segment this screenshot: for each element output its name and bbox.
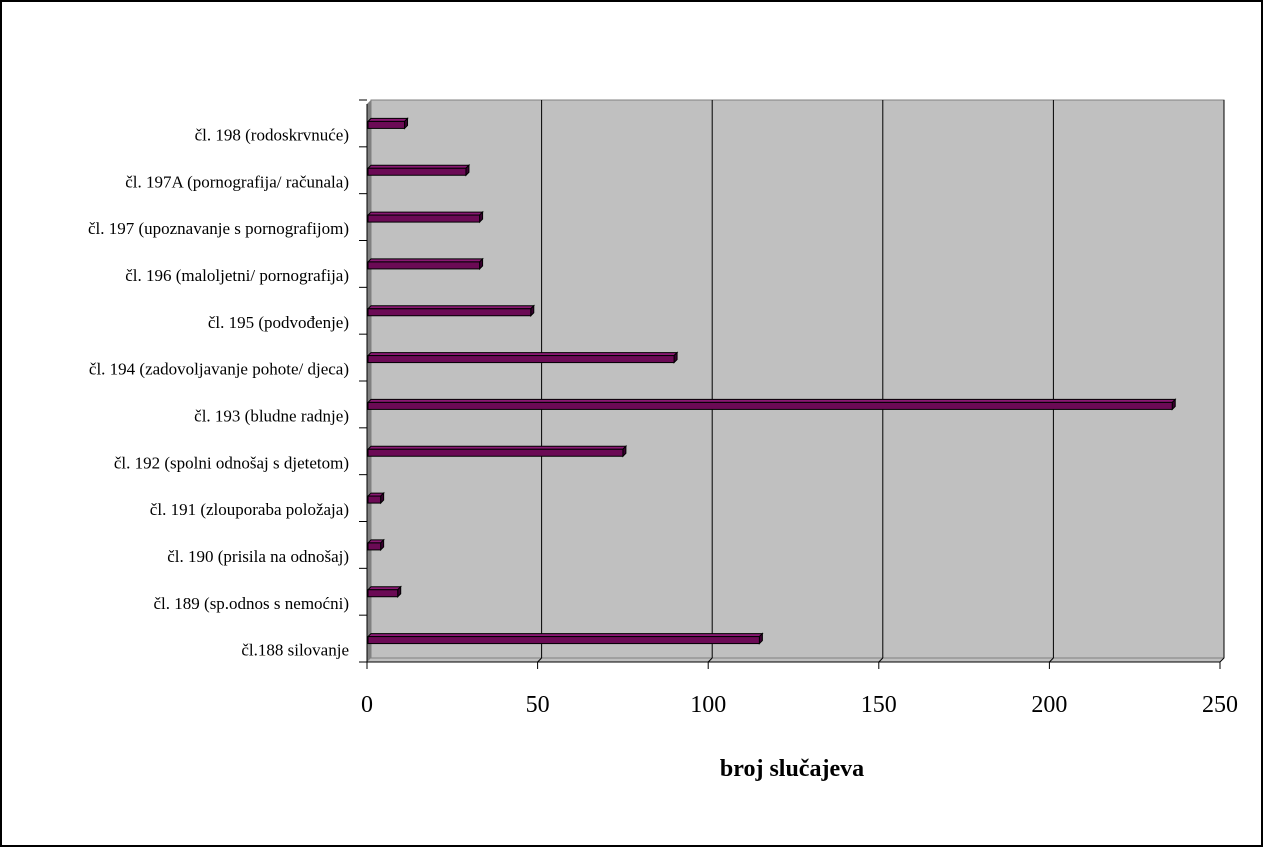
category-label: čl. 191 (zlouporaba položaja) (150, 500, 349, 519)
bar (367, 261, 481, 270)
category-label: čl.188 silovanje (241, 641, 349, 660)
bar (367, 401, 1173, 410)
x-tick-label: 100 (690, 692, 726, 718)
x-tick-label: 250 (1202, 692, 1238, 718)
bar (367, 495, 382, 504)
bar (367, 542, 382, 551)
gridline-floor (1049, 657, 1054, 663)
gridline-floor (878, 657, 884, 663)
x-tick-label: 200 (1031, 692, 1067, 718)
category-label: čl. 198 (rodoskrvnuće) (195, 125, 349, 144)
category-label: čl. 196 (maloljetni/ pornografija) (125, 266, 349, 285)
category-label: čl. 197 (upoznavanje s pornografijom) (88, 219, 349, 238)
gridline-floor (1219, 657, 1225, 663)
plot-area (367, 100, 1224, 662)
gridline-floor (537, 657, 542, 663)
category-label: čl. 197A (pornografija/ računala) (125, 172, 349, 191)
plot-side-wall (367, 100, 371, 662)
category-label: čl. 189 (sp.odnos s nemoćni) (154, 594, 349, 613)
gridline-floor (707, 657, 713, 663)
bar (367, 589, 399, 598)
x-tick-label: 50 (526, 692, 550, 718)
bar (367, 355, 675, 364)
bar (367, 636, 760, 645)
bar (367, 120, 406, 129)
bar (367, 308, 532, 317)
category-label: čl. 194 (zadovoljavanje pohote/ djeca) (89, 360, 349, 379)
x-axis-title: broj slučajeva (720, 756, 864, 782)
category-label: čl. 190 (prisila na odnošaj) (167, 547, 349, 566)
x-tick-label: 0 (361, 692, 373, 718)
x-tick-label: 150 (861, 692, 897, 718)
bar (367, 448, 624, 457)
bar (367, 167, 467, 176)
category-label: čl. 195 (podvođenje) (208, 313, 349, 332)
category-label: čl. 193 (bludne radnje) (194, 406, 349, 425)
category-label: čl. 192 (spolni odnošaj s djetetom) (114, 453, 349, 472)
bar (367, 214, 481, 223)
